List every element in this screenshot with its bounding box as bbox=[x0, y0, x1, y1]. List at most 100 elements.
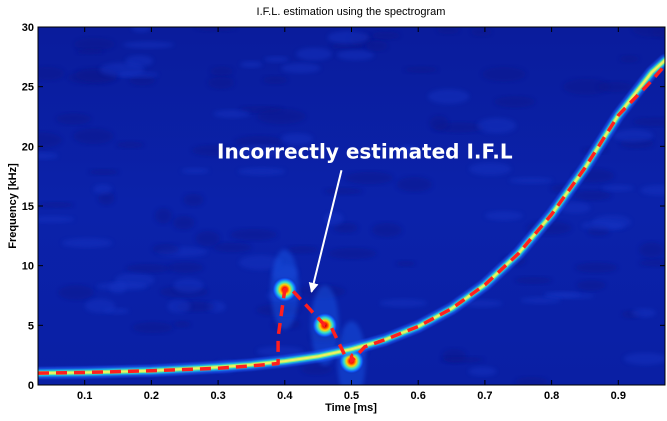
texture-patch bbox=[398, 145, 418, 156]
texture-patch bbox=[327, 247, 377, 260]
texture-patch bbox=[195, 27, 237, 32]
texture-patch bbox=[440, 356, 484, 363]
texture-patch bbox=[123, 41, 174, 49]
texture-patch bbox=[514, 276, 552, 285]
texture-patch bbox=[366, 40, 388, 52]
x-tick-label: 0.5 bbox=[344, 390, 359, 402]
texture-patch bbox=[427, 89, 470, 104]
texture-patch bbox=[461, 299, 503, 308]
texture-patch bbox=[601, 184, 634, 192]
texture-patch bbox=[256, 108, 306, 125]
texture-patch bbox=[152, 243, 180, 255]
texture-patch bbox=[212, 242, 252, 253]
texture-patch bbox=[509, 177, 553, 184]
texture-patch bbox=[132, 321, 174, 334]
texture-patch bbox=[632, 27, 665, 37]
texture-patch bbox=[379, 298, 428, 308]
texture-patch bbox=[469, 162, 512, 176]
x-tick-label: 0.6 bbox=[411, 390, 426, 402]
texture-patch bbox=[173, 278, 204, 293]
texture-patch bbox=[576, 280, 606, 291]
y-tick-label: 0 bbox=[28, 380, 34, 392]
texture-patch bbox=[286, 245, 319, 254]
x-tick-label: 0.4 bbox=[277, 390, 293, 402]
texture-patch bbox=[323, 212, 344, 226]
texture-patch bbox=[191, 145, 235, 156]
texture-patch bbox=[131, 27, 151, 33]
texture-patch bbox=[632, 117, 665, 127]
texture-patch bbox=[38, 215, 75, 223]
x-tick-label: 0.7 bbox=[477, 390, 492, 402]
texture-patch bbox=[210, 66, 233, 77]
texture-patch bbox=[167, 262, 204, 273]
texture-patch bbox=[93, 184, 112, 195]
y-axis-ticks: 0 5 10 15 20 25 30 bbox=[22, 22, 665, 392]
texture-patch bbox=[515, 376, 549, 385]
texture-patch bbox=[195, 230, 220, 247]
y-tick-label: 5 bbox=[28, 320, 34, 332]
texture-patch bbox=[264, 56, 289, 63]
texture-patch bbox=[563, 78, 610, 95]
x-tick-label: 0.1 bbox=[77, 390, 92, 402]
texture-patch bbox=[230, 228, 278, 241]
texture-patch bbox=[336, 50, 375, 61]
spectrogram-texture bbox=[38, 27, 665, 385]
y-tick-label: 15 bbox=[22, 201, 34, 213]
texture-patch bbox=[256, 346, 304, 357]
texture-patch bbox=[477, 117, 517, 134]
texture-patch bbox=[485, 210, 523, 221]
texture-patch bbox=[575, 262, 618, 273]
texture-patch bbox=[296, 47, 332, 61]
annotation-arrow bbox=[308, 169, 343, 293]
texture-patch bbox=[333, 222, 358, 233]
x-tick-label: 0.8 bbox=[544, 390, 559, 402]
x-tick-label: 0.9 bbox=[611, 390, 626, 402]
texture-patch bbox=[235, 145, 282, 158]
texture-patch bbox=[581, 220, 625, 231]
texture-patch bbox=[494, 96, 536, 108]
texture-patch bbox=[262, 76, 288, 85]
plot-area bbox=[38, 27, 665, 385]
texture-patch bbox=[73, 128, 114, 145]
texture-patch bbox=[88, 168, 119, 176]
texture-patch bbox=[396, 260, 416, 267]
texture-patch bbox=[573, 190, 612, 201]
texture-patch bbox=[213, 109, 250, 118]
texture-patch bbox=[167, 299, 191, 313]
texture-patch bbox=[38, 152, 59, 160]
x-axis-ticks: 0.1 0.2 0.3 0.4 0.5 0.6 0.7 0.8 0.9 bbox=[77, 27, 626, 402]
texture-patch bbox=[38, 201, 75, 208]
estimated-ifl-line bbox=[38, 64, 665, 375]
chart-title: I.F.L. estimation using the spectrogram bbox=[257, 6, 446, 18]
y-tick-label: 30 bbox=[22, 22, 34, 34]
texture-patch bbox=[238, 255, 282, 271]
texture-patch bbox=[639, 242, 664, 258]
texture-patch bbox=[638, 259, 665, 267]
texture-patch bbox=[468, 366, 497, 376]
texture-patch bbox=[84, 298, 116, 313]
texture-patch bbox=[623, 352, 665, 365]
texture-patch bbox=[76, 48, 104, 55]
texture-patch bbox=[371, 31, 401, 40]
texture-patch bbox=[482, 66, 526, 82]
texture-patch bbox=[239, 61, 263, 68]
texture-patch bbox=[619, 55, 639, 63]
texture-patch bbox=[234, 135, 284, 148]
texture-patch bbox=[327, 31, 369, 44]
x-tick-label: 0.3 bbox=[210, 390, 225, 402]
texture-patch bbox=[116, 141, 145, 149]
texture-patch bbox=[125, 263, 171, 273]
texture-patch bbox=[207, 76, 235, 90]
y-tick-label: 25 bbox=[22, 82, 34, 94]
texture-patch bbox=[183, 193, 204, 207]
texture-patch bbox=[324, 187, 363, 195]
texture-patch bbox=[38, 132, 63, 148]
texture-patch bbox=[61, 237, 113, 248]
texture-patch bbox=[173, 215, 195, 230]
texture-patch bbox=[98, 191, 115, 205]
texture-patch bbox=[640, 185, 665, 196]
texture-patch bbox=[38, 66, 65, 81]
texture-patch bbox=[429, 115, 449, 131]
texture-patch bbox=[173, 320, 191, 328]
y-tick-label: 20 bbox=[22, 141, 34, 153]
